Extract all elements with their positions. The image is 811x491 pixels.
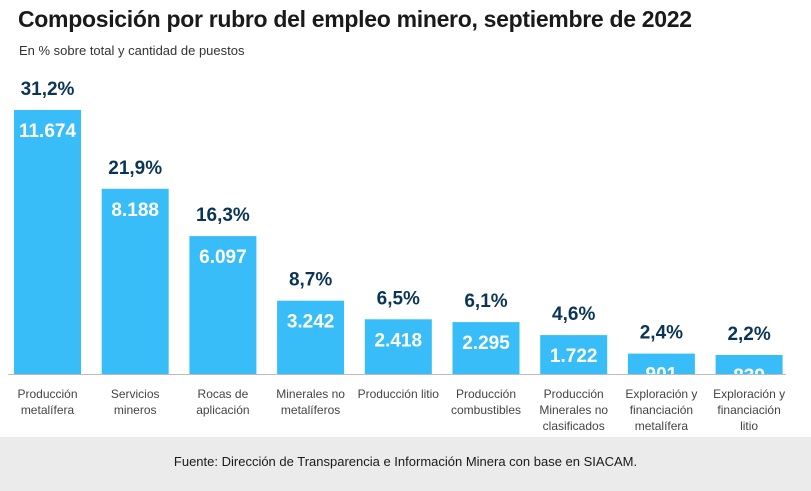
category-label: Exploración y financiación litio xyxy=(713,387,785,433)
bar-value-label: 3.242 xyxy=(287,312,335,333)
bar-value-label: 6.097 xyxy=(199,247,247,268)
bar-7 xyxy=(540,335,608,374)
category-label: Producción combustibles xyxy=(451,387,521,417)
bar-percent-label: 2,4% xyxy=(640,323,683,344)
bar-9 xyxy=(715,355,783,374)
bar-5 xyxy=(364,319,432,374)
bar-percent-label: 31,2% xyxy=(21,79,75,100)
bar-chart: 11.674 31,2% Producción metalífera 8.188 21,9… xyxy=(8,79,786,433)
bar-percent-label: 4,6% xyxy=(552,304,595,325)
bar-value-label: 11.674 xyxy=(19,121,76,142)
bar-4 xyxy=(277,300,345,374)
bar-percent-label: 8,7% xyxy=(289,270,332,291)
bar-3 xyxy=(189,236,257,374)
bar-value-label: 2.418 xyxy=(375,330,423,351)
source-footer: Fuente: Dirección de Transparencia e Inf… xyxy=(0,437,811,491)
bar-percent-label: 21,9% xyxy=(108,158,162,179)
category-label: Exploración y financiación metalífera xyxy=(625,387,697,433)
bar-6 xyxy=(452,322,520,374)
category-label: Servicios mineros xyxy=(111,387,160,417)
bar-percent-label: 6,5% xyxy=(377,288,420,309)
chart-title: Composición por rubro del empleo minero,… xyxy=(18,6,692,32)
bar-8 xyxy=(627,353,695,374)
category-label: Producción Minerales no clasificados xyxy=(539,387,608,433)
bar-percent-label: 6,1% xyxy=(464,291,507,312)
bar-2 xyxy=(101,188,169,374)
bar-1 xyxy=(14,110,81,374)
bar-percent-label: 2,2% xyxy=(727,324,770,345)
category-label: Producción litio xyxy=(358,387,440,401)
category-label: Producción metalífera xyxy=(17,387,77,417)
bar-value-label: 839 xyxy=(733,366,765,387)
bar-value-label: 8.188 xyxy=(111,200,159,221)
category-label: Rocas de aplicación xyxy=(196,387,249,417)
bar-value-label: 901 xyxy=(646,365,678,386)
bar-value-label: 1.722 xyxy=(550,346,598,367)
bar-percent-label: 16,3% xyxy=(196,205,250,226)
category-label: Minerales no metalíferos xyxy=(276,387,345,417)
source-text: Fuente: Dirección de Transparencia e Inf… xyxy=(173,454,638,469)
chart-subtitle: En % sobre total y cantidad de puestos xyxy=(19,43,245,58)
bar-value-label: 2.295 xyxy=(462,333,510,354)
